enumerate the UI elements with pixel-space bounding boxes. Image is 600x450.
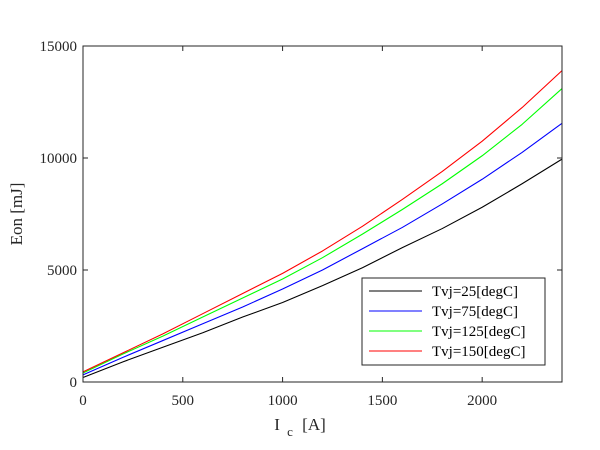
y-tick-label: 0 (70, 375, 78, 391)
series-line (82, 158, 563, 379)
legend: Tvj=25[degC] Tvj=75[degC] Tvj=125[degC] Tvj… (361, 277, 546, 366)
y-axis: 0 5000 10000 15000 (40, 39, 562, 391)
y-tick-label: 15000 (40, 39, 78, 55)
x-tick-label: 2000 (467, 393, 497, 409)
y-axis-label: Eon [mJ] (7, 183, 26, 246)
x-tick-label: 1500 (367, 393, 397, 409)
y-tick-label: 5000 (47, 263, 77, 279)
series-line (82, 88, 563, 374)
x-axis-label-unit: [A] (302, 415, 326, 434)
x-axis-label-subscript: c (287, 424, 293, 439)
series-line (82, 122, 563, 376)
x-axis-label-symbol: I (274, 415, 280, 434)
x-axis-label: I c [A] (274, 415, 326, 440)
legend-label: Tvj=25[degC] (432, 284, 518, 300)
x-axis: 0 500 1000 1500 2000 (79, 46, 497, 409)
plot-area-frame (82, 45, 563, 383)
legend-label: Tvj=125[degC] (432, 324, 525, 340)
series-line (82, 70, 563, 373)
x-tick-label: 1000 (268, 393, 298, 409)
plot-marks (82, 70, 563, 379)
x-tick-label: 0 (79, 393, 87, 409)
x-tick-label: 500 (172, 393, 195, 409)
legend-label: Tvj=150[degC] (432, 344, 525, 360)
legend-label: Tvj=75[degC] (432, 304, 518, 320)
y-tick-label: 10000 (40, 151, 78, 167)
